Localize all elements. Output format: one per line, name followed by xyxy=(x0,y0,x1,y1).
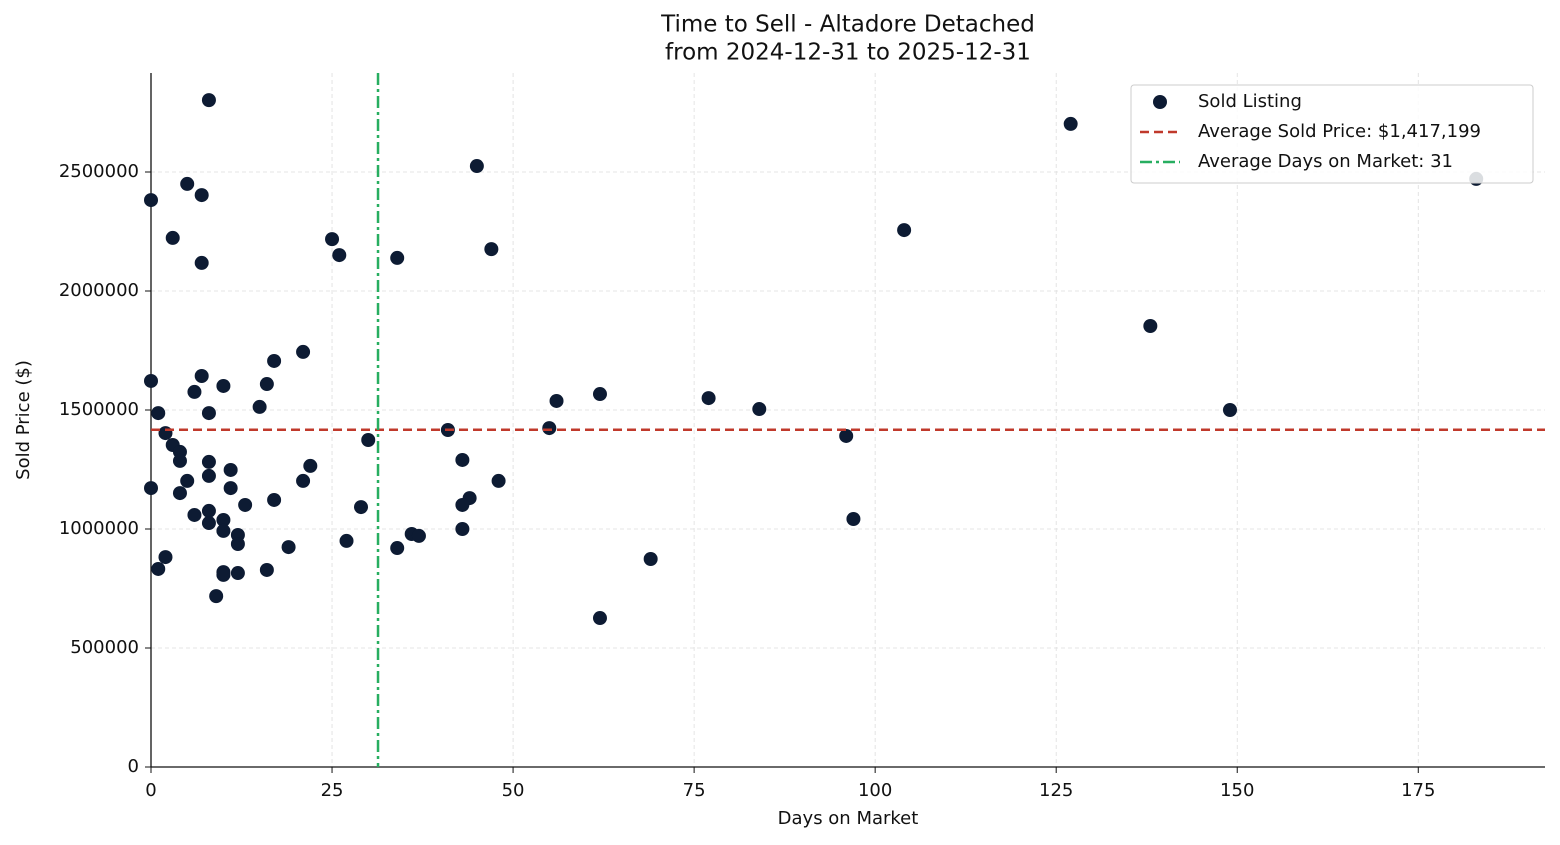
point xyxy=(643,551,658,566)
point xyxy=(701,391,716,406)
point xyxy=(201,516,216,531)
point xyxy=(259,377,274,392)
point xyxy=(223,481,238,496)
chart-title: Time to Sell - Altadore Detached xyxy=(660,12,1035,38)
point xyxy=(839,428,854,443)
legend-label: Sold Listing xyxy=(1198,91,1302,112)
point xyxy=(296,473,311,488)
point xyxy=(194,368,209,383)
point xyxy=(491,473,506,488)
x-tick-label: 150 xyxy=(1220,780,1254,801)
legend-marker xyxy=(1153,95,1167,109)
point xyxy=(542,421,557,436)
y-tick-label: 2500000 xyxy=(59,161,139,182)
point xyxy=(354,500,369,515)
point xyxy=(361,432,376,447)
point xyxy=(469,159,484,174)
point xyxy=(187,384,202,399)
point xyxy=(390,541,405,556)
point xyxy=(216,512,231,527)
point xyxy=(1063,116,1078,131)
point xyxy=(897,223,912,238)
legend-label: Average Days on Market: 31 xyxy=(1198,151,1453,172)
point xyxy=(230,566,245,581)
point xyxy=(238,497,253,512)
point xyxy=(455,522,470,537)
point xyxy=(187,507,202,522)
x-tick-label: 175 xyxy=(1401,780,1435,801)
point xyxy=(303,458,318,473)
point xyxy=(592,387,607,402)
point xyxy=(158,426,173,441)
point xyxy=(144,481,158,496)
y-tick-label: 2000000 xyxy=(59,280,139,301)
x-tick-label: 50 xyxy=(502,780,525,801)
point xyxy=(144,373,158,388)
point xyxy=(339,533,354,548)
point xyxy=(390,250,405,265)
point xyxy=(201,406,216,421)
y-axis-label: Sold Price ($) xyxy=(13,360,34,480)
point xyxy=(194,255,209,270)
point xyxy=(549,393,564,408)
x-tick-label: 25 xyxy=(321,780,344,801)
point xyxy=(201,454,216,469)
point xyxy=(332,248,347,263)
point xyxy=(180,176,195,191)
y-tick-label: 0 xyxy=(128,756,139,777)
point xyxy=(846,512,861,527)
point xyxy=(223,462,238,477)
x-tick-label: 0 xyxy=(145,780,156,801)
point xyxy=(151,406,166,421)
y-tick-label: 1000000 xyxy=(59,518,139,539)
point xyxy=(281,540,296,555)
point xyxy=(411,528,426,543)
point xyxy=(144,193,158,208)
point xyxy=(165,230,180,245)
point xyxy=(1222,403,1237,418)
point xyxy=(296,344,311,359)
point xyxy=(216,378,231,393)
legend-label: Average Sold Price: $1,417,199 xyxy=(1198,121,1481,142)
y-tick-label: 500000 xyxy=(70,637,139,658)
x-tick-label: 100 xyxy=(858,780,892,801)
point xyxy=(172,486,187,501)
x-axis-label: Days on Market xyxy=(778,808,919,829)
point xyxy=(201,468,216,483)
point xyxy=(325,232,340,247)
point xyxy=(267,353,282,368)
point xyxy=(592,611,607,626)
point xyxy=(180,473,195,488)
point xyxy=(1143,318,1158,333)
point xyxy=(230,536,245,551)
x-tick-label: 75 xyxy=(683,780,706,801)
point xyxy=(455,497,470,512)
chart-subtitle: from 2024-12-31 to 2025-12-31 xyxy=(665,40,1031,66)
point xyxy=(172,453,187,468)
point xyxy=(252,399,267,414)
point xyxy=(752,402,767,417)
point xyxy=(201,93,216,108)
point xyxy=(216,523,231,538)
point xyxy=(216,567,231,582)
legend: Sold Listing Average Sold Price: $1,417,1… xyxy=(1130,84,1534,184)
point xyxy=(201,503,216,518)
point xyxy=(194,188,209,203)
x-tick-label: 125 xyxy=(1039,780,1073,801)
point xyxy=(484,242,499,257)
legend-box xyxy=(1130,84,1534,184)
point xyxy=(158,550,173,565)
point xyxy=(259,562,274,577)
point xyxy=(209,589,224,604)
point xyxy=(267,492,282,507)
point xyxy=(151,561,166,576)
y-tick-label: 1500000 xyxy=(59,399,139,420)
point xyxy=(455,452,470,467)
